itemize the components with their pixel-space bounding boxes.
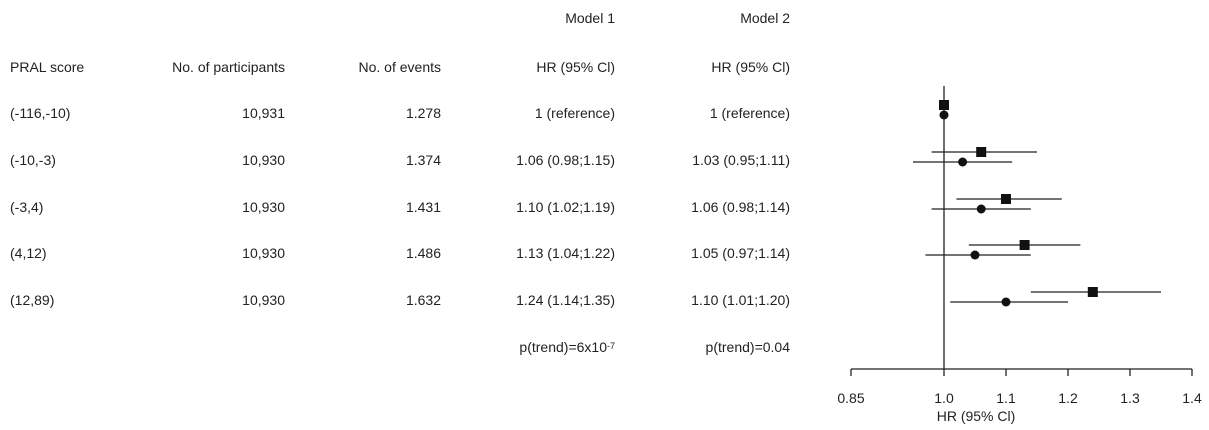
model1-header: Model 1 — [565, 10, 615, 26]
x-tick-label: 1.4 — [1182, 390, 1202, 406]
column-header-events: No. of events — [358, 59, 442, 75]
row-pral: (-10,-3) — [10, 152, 56, 168]
row-pral: (-3,4) — [10, 199, 44, 215]
row-pral: (12,89) — [10, 292, 55, 308]
row-events: 1.486 — [405, 245, 441, 261]
x-tick-label: 0.85 — [837, 390, 864, 406]
point-circle — [958, 157, 968, 167]
point-square — [976, 147, 987, 157]
row-hr-model1: 1.06 (0.98;1.15) — [516, 152, 615, 168]
column-header-hr-model1: HR (95% Cl) — [536, 59, 615, 75]
column-header-participants: No. of participants — [172, 59, 285, 75]
x-tick-label: 1.3 — [1120, 390, 1140, 406]
row-events: 1.431 — [405, 199, 441, 215]
trend-model1: p(trend)=6x10-7 — [450, 338, 615, 358]
row-participants: 10,930 — [242, 292, 285, 308]
trend-model1-text: p(trend)=6x10 — [519, 339, 607, 355]
point-square — [1001, 194, 1011, 204]
row-hr-model1: 1.13 (1.04;1.22) — [516, 245, 615, 261]
row-events: 1.632 — [405, 292, 441, 308]
row-hr-model2: 1.05 (0.97;1.14) — [691, 245, 790, 261]
trend-model2: p(trend)=0.04 — [705, 339, 790, 355]
row-hr-model2: 1 (reference) — [709, 105, 790, 121]
point-square — [1019, 240, 1030, 250]
point-square — [1087, 287, 1098, 297]
point-square — [939, 100, 949, 110]
row-hr-model2: 1.03 (0.95;1.11) — [692, 152, 790, 168]
point-circle — [1001, 297, 1011, 307]
column-header-pral: PRAL score — [10, 59, 85, 75]
x-tick-label: 1.0 — [934, 390, 954, 406]
point-circle — [970, 250, 980, 260]
row-hr-model1: 1.24 (1.14;1.35) — [516, 292, 615, 308]
row-participants: 10,930 — [242, 199, 285, 215]
row-pral: (-116,-10) — [10, 105, 71, 121]
row-hr-model1: 1.10 (1.02;1.19) — [516, 199, 615, 215]
row-pral: (4,12) — [10, 245, 47, 261]
row-hr-model2: 1.06 (0.98;1.14) — [691, 199, 790, 215]
x-axis-label: HR (95% Cl) — [937, 408, 1016, 424]
point-circle — [976, 204, 986, 214]
column-header-hr-model2: HR (95% Cl) — [711, 59, 790, 75]
row-events: 1.374 — [405, 152, 441, 168]
point-circle — [939, 110, 949, 120]
row-events: 1.278 — [405, 105, 441, 121]
x-tick-label: 1.2 — [1058, 390, 1078, 406]
x-tick-label: 1.1 — [996, 390, 1016, 406]
row-participants: 10,930 — [242, 245, 285, 261]
row-hr-model1: 1 (reference) — [534, 105, 615, 121]
row-hr-model2: 1.10 (1.01;1.20) — [691, 292, 790, 308]
row-participants: 10,930 — [242, 152, 285, 168]
model2-header: Model 2 — [740, 10, 790, 26]
row-participants: 10,931 — [242, 105, 285, 121]
trend-model1-exponent: -7 — [606, 341, 615, 351]
